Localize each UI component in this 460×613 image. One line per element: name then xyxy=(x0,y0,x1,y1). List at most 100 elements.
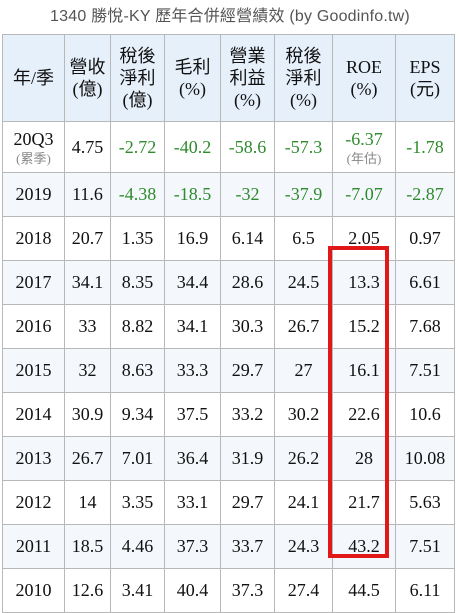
cell-gross-margin: 33.3 xyxy=(164,348,221,393)
cell-operating-margin: 33.7 xyxy=(220,524,275,569)
cell-net-income: 4.46 xyxy=(110,524,165,569)
cell-net-margin: -37.9 xyxy=(274,172,333,217)
cell-period: 2014 xyxy=(2,392,65,437)
cell-gross-margin: 40.4 xyxy=(164,568,221,613)
cell-operating-margin: 29.7 xyxy=(220,348,275,393)
cell-gross-margin: -18.5 xyxy=(164,172,221,217)
cell-operating-margin: 33.2 xyxy=(220,392,275,437)
cell-period: 2010 xyxy=(2,568,65,613)
cell-net-income: 1.35 xyxy=(110,216,165,261)
cell-net-income: 7.01 xyxy=(110,436,165,481)
cell-eps: -2.87 xyxy=(395,172,455,217)
cell-net-margin: 26.2 xyxy=(274,436,333,481)
header-roe: ROE (%) xyxy=(332,34,396,122)
cell-eps: 7.51 xyxy=(395,348,455,393)
cell-roe: 44.5 xyxy=(332,568,396,613)
cell-period: 2012 xyxy=(2,480,65,525)
cell-revenue: 34.1 xyxy=(64,260,111,305)
table-row: 2015 32 8.63 33.3 29.7 27 16.1 7.51 xyxy=(2,348,455,393)
cell-gross-margin: 16.9 xyxy=(164,216,221,261)
cell-period: 2017 xyxy=(2,260,65,305)
cell-revenue: 26.7 xyxy=(64,436,111,481)
cell-net-margin: 24.1 xyxy=(274,480,333,525)
cell-net-income: -2.72 xyxy=(110,121,165,173)
cell-eps: 10.6 xyxy=(395,392,455,437)
table-row: 2011 18.5 4.46 37.3 33.7 24.3 43.2 7.51 xyxy=(2,524,455,569)
cell-roe: -7.07 xyxy=(332,172,396,217)
table-row: 2017 34.1 8.35 34.4 28.6 24.5 13.3 6.61 xyxy=(2,260,455,305)
cell-operating-margin: 28.6 xyxy=(220,260,275,305)
cell-net-margin: 26.7 xyxy=(274,304,333,349)
performance-table: 年/季 營收 (億) 稅後 淨利 (億) 毛利 (%) 營業 利益 (%) 稅後… xyxy=(2,34,455,613)
cell-gross-margin: 33.1 xyxy=(164,480,221,525)
cell-gross-margin: 34.4 xyxy=(164,260,221,305)
cell-net-income: 8.82 xyxy=(110,304,165,349)
cell-revenue: 30.9 xyxy=(64,392,111,437)
cell-net-margin: 24.3 xyxy=(274,524,333,569)
cell-period: 2015 xyxy=(2,348,65,393)
cell-net-margin: 27.4 xyxy=(274,568,333,613)
table-row: 2016 33 8.82 34.1 30.3 26.7 15.2 7.68 xyxy=(2,304,455,349)
cell-roe: 22.6 xyxy=(332,392,396,437)
header-net-margin: 稅後 淨利 (%) xyxy=(274,34,333,122)
cell-operating-margin: 30.3 xyxy=(220,304,275,349)
table-row: 2012 14 3.35 33.1 29.7 24.1 21.7 5.63 xyxy=(2,480,455,525)
cell-gross-margin: -40.2 xyxy=(164,121,221,173)
cell-eps: 7.68 xyxy=(395,304,455,349)
header-row: 年/季 營收 (億) 稅後 淨利 (億) 毛利 (%) 營業 利益 (%) 稅後… xyxy=(2,34,455,122)
cell-eps: 6.11 xyxy=(395,568,455,613)
cell-operating-margin: 29.7 xyxy=(220,480,275,525)
cell-roe: 43.2 xyxy=(332,524,396,569)
cell-revenue: 32 xyxy=(64,348,111,393)
cell-eps: 7.51 xyxy=(395,524,455,569)
cell-net-income: 9.34 xyxy=(110,392,165,437)
title-text: 1340 勝悅-KY 歷年合併經營績效 (by Goodinfo.tw) xyxy=(50,8,410,25)
table-row: 2018 20.7 1.35 16.9 6.14 6.5 2.05 0.97 xyxy=(2,216,455,261)
cell-operating-margin: -58.6 xyxy=(220,121,275,173)
table-title: 1340 勝悅-KY 歷年合併經營績效 (by Goodinfo.tw) xyxy=(0,0,460,34)
header-eps: EPS (元) xyxy=(395,34,455,122)
cell-net-margin: 30.2 xyxy=(274,392,333,437)
cell-net-income: 3.41 xyxy=(110,568,165,613)
cell-roe: 2.05 xyxy=(332,216,396,261)
cell-gross-margin: 37.5 xyxy=(164,392,221,437)
cell-roe: 28 xyxy=(332,436,396,481)
cell-net-margin: 6.5 xyxy=(274,216,333,261)
table-row: 20Q3 (累季) 4.75 -2.72 -40.2 -58.6 -57.3 -6.37 (年估… xyxy=(2,121,455,173)
cell-operating-margin: 6.14 xyxy=(220,216,275,261)
cell-net-income: 8.63 xyxy=(110,348,165,393)
header-operating-margin: 營業 利益 (%) xyxy=(220,34,275,122)
cell-roe: 13.3 xyxy=(332,260,396,305)
cell-roe: 21.7 xyxy=(332,480,396,525)
table-row: 2010 12.6 3.41 40.4 37.3 27.4 44.5 6.11 xyxy=(2,568,455,613)
cell-roe: 15.2 xyxy=(332,304,396,349)
cell-net-margin: 24.5 xyxy=(274,260,333,305)
cell-eps: -1.78 xyxy=(395,121,455,173)
cell-revenue: 4.75 xyxy=(64,121,111,173)
table-row: 2014 30.9 9.34 37.5 33.2 30.2 22.6 10.6 xyxy=(2,392,455,437)
cell-eps: 10.08 xyxy=(395,436,455,481)
cell-eps: 6.61 xyxy=(395,260,455,305)
cell-roe: -6.37 (年估) xyxy=(332,121,396,173)
cell-period: 2011 xyxy=(2,524,65,569)
cell-eps: 5.63 xyxy=(395,480,455,525)
cell-net-income: 3.35 xyxy=(110,480,165,525)
cell-revenue: 12.6 xyxy=(64,568,111,613)
cell-eps: 0.97 xyxy=(395,216,455,261)
header-revenue: 營收 (億) xyxy=(64,34,111,122)
table-row: 2013 26.7 7.01 36.4 31.9 26.2 28 10.08 xyxy=(2,436,455,481)
cell-period: 2019 xyxy=(2,172,65,217)
cell-revenue: 33 xyxy=(64,304,111,349)
table-row: 2019 11.6 -4.38 -18.5 -32 -37.9 -7.07 -2.87 xyxy=(2,172,455,217)
cell-revenue: 11.6 xyxy=(64,172,111,217)
cell-period: 2016 xyxy=(2,304,65,349)
cell-operating-margin: 37.3 xyxy=(220,568,275,613)
cell-period: 2013 xyxy=(2,436,65,481)
header-period: 年/季 xyxy=(2,34,65,122)
header-net-income: 稅後 淨利 (億) xyxy=(110,34,165,122)
cell-roe: 16.1 xyxy=(332,348,396,393)
cell-operating-margin: -32 xyxy=(220,172,275,217)
cell-net-income: -4.38 xyxy=(110,172,165,217)
cell-period: 2018 xyxy=(2,216,65,261)
cell-net-margin: 27 xyxy=(274,348,333,393)
